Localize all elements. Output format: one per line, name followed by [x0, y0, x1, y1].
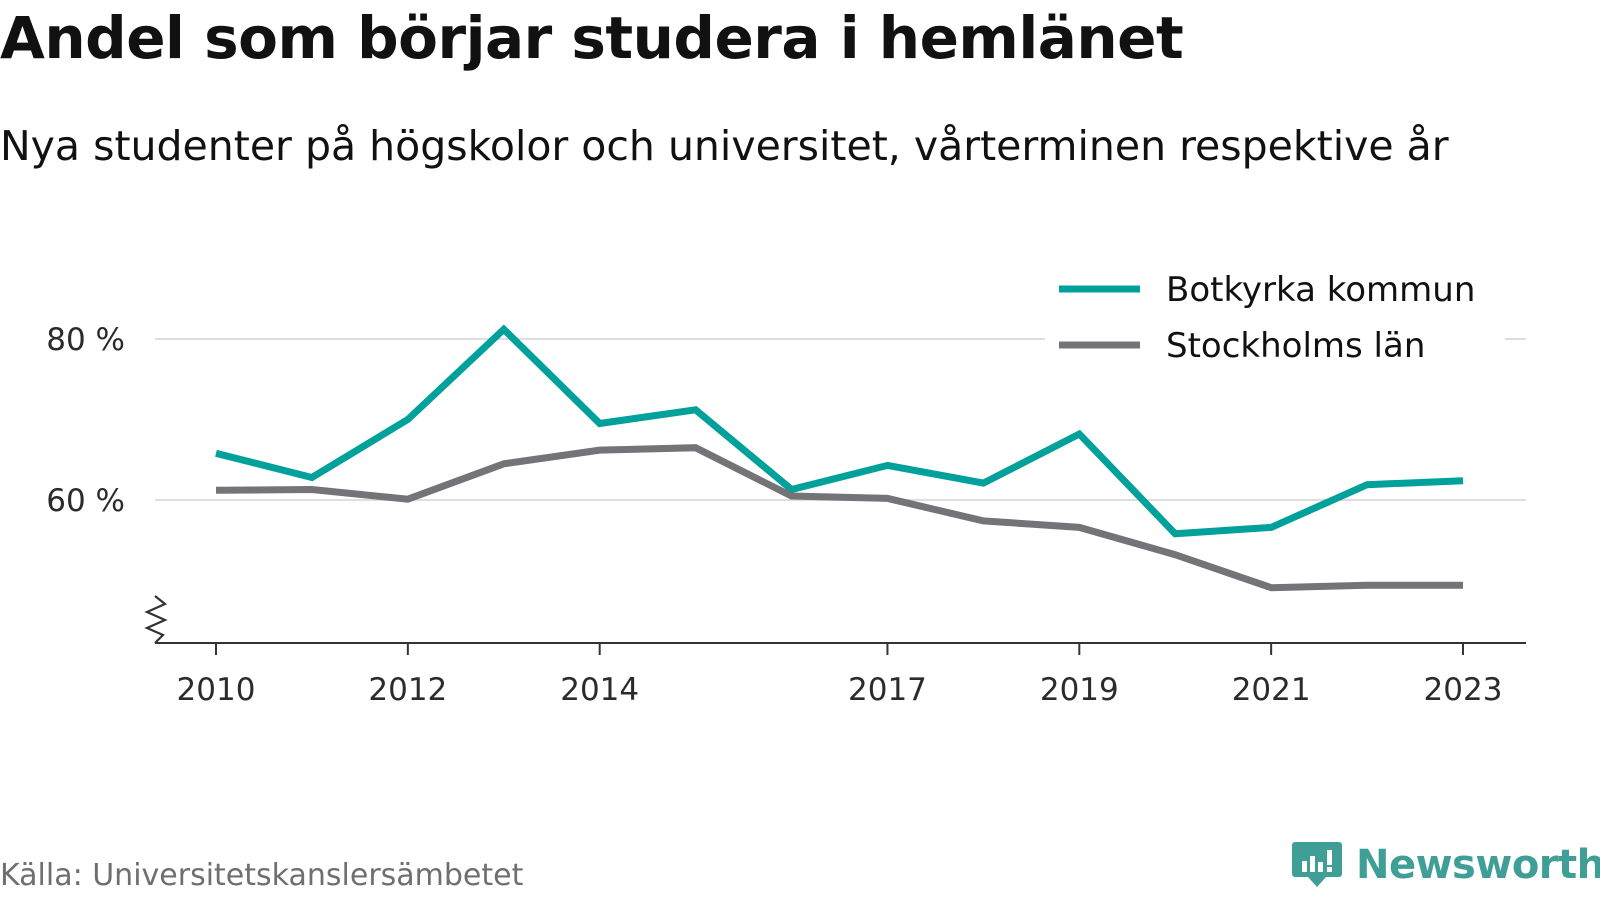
series-lines [215, 324, 1464, 592]
x-tick-label: 2010 [177, 672, 256, 708]
x-tick-label: 2019 [1040, 672, 1119, 708]
y-axis-ticks: 60 % 80 % [46, 322, 125, 519]
chart-subtitle: Nya studenter på högskolor och universit… [0, 122, 1449, 170]
series-line-stockholm [215, 444, 1463, 592]
x-axis-ticks: 2010 2012 2014 2017 2019 2021 2023 [177, 643, 1503, 708]
x-axis [144, 595, 1526, 644]
x-tick-label: 2023 [1424, 672, 1503, 708]
x-tick-label: 2014 [560, 672, 639, 708]
series-line-botkyrka [215, 324, 1464, 538]
y-tick-label: 80 % [46, 322, 125, 358]
newsworthy-logo-icon [1292, 842, 1342, 887]
y-tick-label: 60 % [46, 483, 125, 519]
source-note: Källa: Universitetskanslersämbetet [0, 858, 524, 893]
legend-label: Stockholms län [1166, 326, 1425, 366]
y-axis-break-icon [144, 595, 168, 644]
legend: Botkyrka kommun Stockholms län [1045, 262, 1505, 370]
chart-title: Andel som börjar studera i hemlänet [0, 4, 1184, 72]
legend-label: Botkyrka kommun [1166, 270, 1475, 310]
x-tick-label: 2017 [848, 672, 927, 708]
brand-logo: Newsworthy [1292, 842, 1600, 888]
legend-background [1045, 262, 1505, 370]
x-tick-label: 2012 [368, 672, 447, 708]
brand-name: Newsworthy [1356, 842, 1600, 888]
x-tick-label: 2021 [1232, 672, 1311, 708]
